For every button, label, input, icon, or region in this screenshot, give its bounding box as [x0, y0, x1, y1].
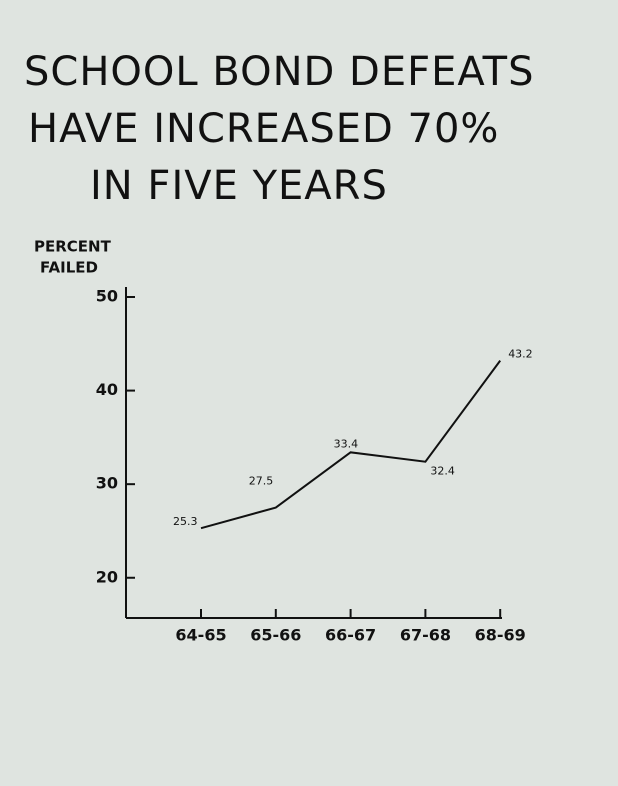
data-label: 43.2	[508, 348, 533, 361]
y-axis-label: FAILED	[40, 259, 98, 277]
x-tick-label: 68-69	[475, 626, 526, 645]
x-tick-label: 65-66	[250, 626, 301, 645]
chart-title: IN FIVE YEARS	[90, 163, 388, 209]
data-label: 25.3	[173, 515, 198, 528]
data-line	[200, 360, 502, 530]
y-tick-label: 20	[96, 567, 118, 586]
y-axis-label: PERCENT	[34, 238, 112, 256]
y-tick-label: 40	[96, 380, 118, 399]
x-tick-label: 64-65	[175, 626, 226, 645]
x-tick-label: 67-68	[400, 626, 451, 645]
chart-title: SCHOOL BOND DEFEATS	[24, 49, 534, 95]
y-tick-label: 50	[96, 287, 118, 306]
data-label: 32.4	[430, 465, 455, 478]
x-tick-label: 66-67	[325, 626, 376, 645]
data-label: 33.4	[334, 437, 359, 450]
y-tick-label: 30	[96, 474, 118, 493]
data-label: 27.5	[249, 475, 273, 488]
chart-title: HAVE INCREASED 70%	[28, 106, 499, 152]
